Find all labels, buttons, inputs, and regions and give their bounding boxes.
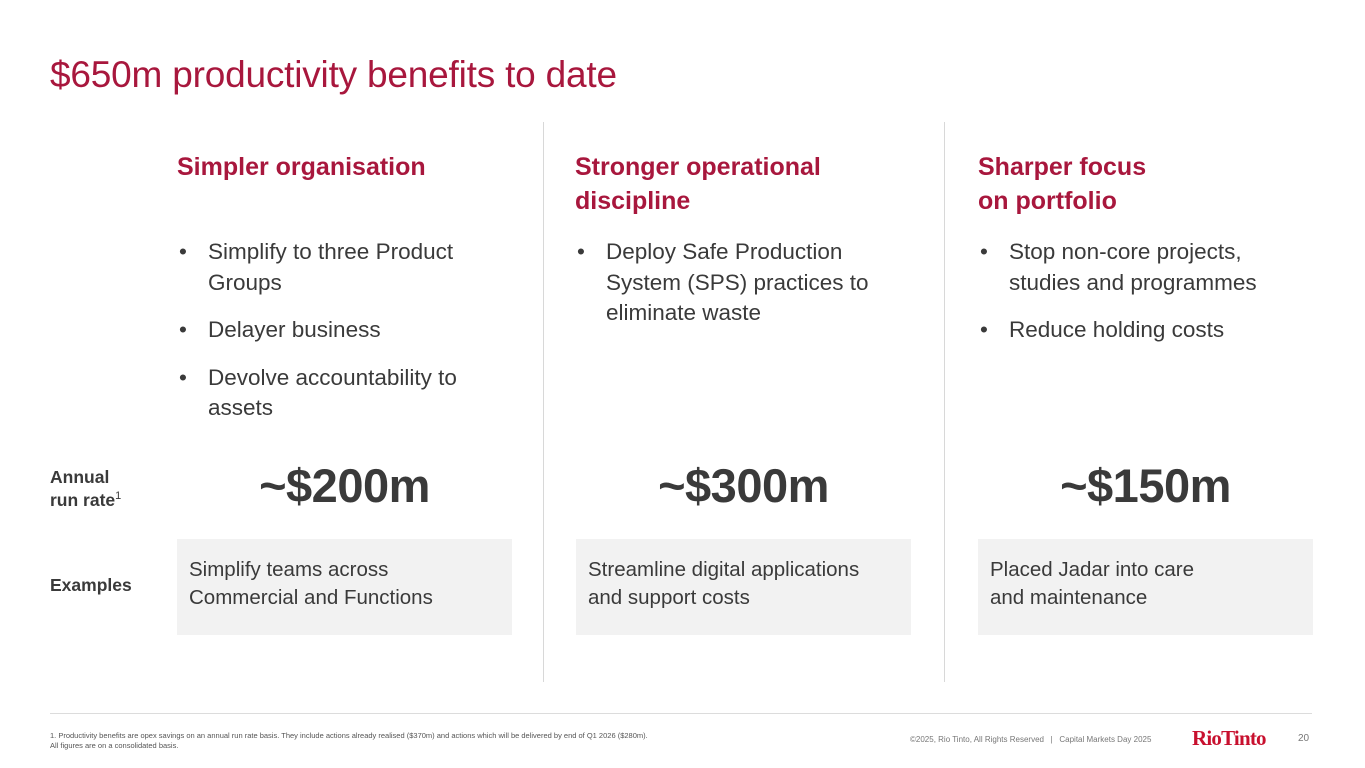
column-divider (944, 122, 945, 682)
bullet-item: Simplify to three Product Groups (177, 237, 517, 298)
bullet-item: Delayer business (177, 315, 517, 346)
page-title: $650m productivity benefits to date (50, 54, 617, 95)
rio-tinto-logo: RioTinto (1192, 726, 1267, 750)
annual-run-rate-label-line2: run rate1 (50, 489, 121, 512)
annual-run-rate-label: Annual run rate1 (50, 466, 121, 512)
bullet-list: Simplify to three Product Groups Delayer… (177, 237, 517, 424)
example-box-stronger-operational-discipline: Streamline digital applications and supp… (576, 539, 911, 635)
copyright-text: ©2025, Rio Tinto, All Rights Reserved | … (910, 735, 1152, 744)
column-simpler-organisation: Simpler organisation Simplify to three P… (177, 150, 517, 441)
bullet-item: Deploy Safe Production System (SPS) prac… (575, 237, 915, 329)
footnote-line: 1. Productivity benefits are opex saving… (50, 731, 648, 740)
footnote-line: All figures are on a consolidated basis. (50, 741, 179, 750)
annual-run-rate-label-line1: Annual (50, 467, 110, 487)
footer-divider (50, 713, 1312, 714)
footnote: 1. Productivity benefits are opex saving… (50, 731, 770, 751)
footnote-marker: 1 (115, 490, 122, 503)
bullet-list: Stop non-core projects, studies and prog… (978, 237, 1318, 346)
amount-stronger-operational-discipline: ~$300m (658, 459, 829, 512)
amount-sharper-focus: ~$150m (1060, 459, 1231, 512)
page-number: 20 (1298, 733, 1310, 744)
column-divider (543, 122, 544, 682)
bullet-item: Stop non-core projects, studies and prog… (978, 237, 1318, 298)
column-heading: Simpler organisation (177, 153, 426, 181)
examples-label: Examples (50, 575, 132, 595)
amount-simpler-organisation: ~$200m (259, 459, 430, 512)
example-box-simpler-organisation: Simplify teams across Commercial and Fun… (177, 539, 512, 635)
run-rate-text: run rate (50, 490, 116, 510)
example-box-sharper-focus: Placed Jadar into care and maintenance (978, 539, 1313, 635)
column-stronger-operational-discipline: Stronger operational discipline Deploy S… (575, 150, 915, 346)
bullet-item: Reduce holding costs (978, 315, 1318, 346)
column-heading: Sharper focus on portfolio (978, 153, 1147, 215)
column-heading: Stronger operational discipline (575, 153, 821, 215)
bullet-item: Devolve accountability to assets (177, 363, 517, 424)
column-sharper-focus-on-portfolio: Sharper focus on portfolio Stop non-core… (978, 150, 1318, 363)
bullet-list: Deploy Safe Production System (SPS) prac… (575, 237, 915, 329)
